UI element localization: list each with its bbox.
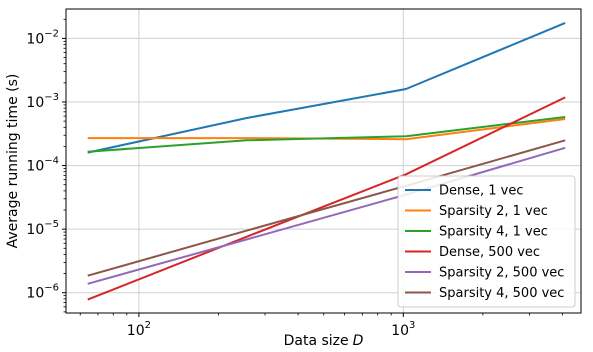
y-tick-label: 10−3 (26, 92, 59, 111)
legend-label-2: Sparsity 2, 1 vec (439, 204, 548, 219)
legend-label-4: Dense, 500 vec (439, 245, 540, 260)
legend-label-5: Sparsity 2, 500 vec (439, 266, 564, 281)
y-axis-label: Average running time (s) (5, 74, 21, 249)
series-line-4 (87, 96, 566, 301)
x-axis-label-text: Data size (284, 333, 349, 349)
series-line-1 (87, 21, 566, 154)
legend-box (397, 175, 576, 308)
x-tick-label: 103 (391, 320, 415, 339)
x-axis-label-variable: D (353, 333, 364, 349)
x-tick-label: 102 (127, 320, 151, 339)
legend: Dense, 1 vec Sparsity 2, 1 vec Sparsity 4,… (397, 175, 576, 308)
y-tick-label: 10−6 (26, 283, 59, 302)
series-line-3 (87, 116, 566, 153)
y-tick-label: 10−5 (26, 219, 59, 238)
series-line-5 (87, 146, 566, 285)
ticks-layer: 102 103 10−6 10−5 10−4 10−3 10−2 (26, 18, 563, 339)
series-line-6 (87, 139, 566, 277)
x-axis-label: Data size D (284, 333, 364, 349)
grid-layer (66, 9, 581, 313)
series-layer (87, 21, 566, 301)
legend-label-6: Sparsity 4, 500 vec (439, 286, 564, 301)
legend-label-3: Sparsity 4, 1 vec (439, 225, 548, 240)
y-tick-label: 10−4 (26, 156, 59, 175)
y-tick-label: 10−2 (26, 28, 59, 47)
legend-label-1: Dense, 1 vec (439, 184, 524, 199)
